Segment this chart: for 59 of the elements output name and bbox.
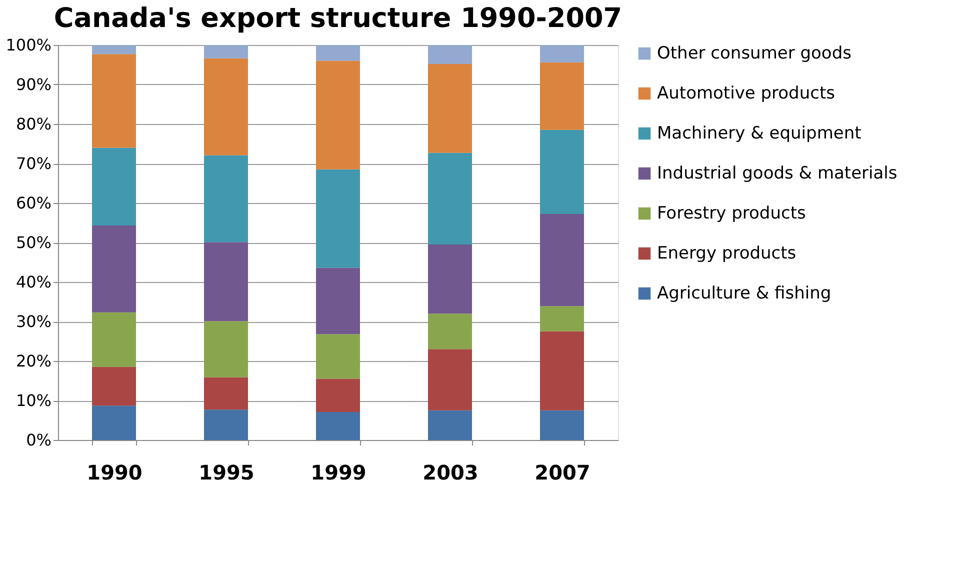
bar	[204, 321, 248, 378]
bar	[540, 62, 584, 130]
bar	[540, 214, 584, 306]
bar	[428, 314, 472, 350]
y-tick-label: 20%	[16, 352, 52, 370]
legend-label: Industrial goods & materials	[657, 164, 898, 184]
bar	[540, 130, 584, 214]
x-tick-label: 1990	[86, 460, 142, 484]
legend-label: Automotive products	[657, 84, 836, 104]
x-tick-label: 2003	[422, 460, 478, 484]
legend-label: Energy products	[657, 244, 796, 264]
bar	[204, 242, 248, 322]
bar	[316, 60, 360, 170]
y-tick-label: 40%	[16, 272, 52, 292]
bar	[92, 45, 136, 54]
bar	[428, 410, 472, 440]
bar	[428, 349, 472, 410]
legend-label: Machinery & equipment	[657, 124, 862, 144]
bar	[204, 410, 248, 440]
y-tick-label: 90%	[16, 75, 52, 94]
bar	[204, 377, 248, 410]
bar	[316, 268, 360, 334]
y-tick-label: 80%	[16, 114, 52, 134]
bar	[428, 45, 472, 64]
bar	[540, 306, 584, 332]
bar	[540, 331, 584, 410]
x-tick-label: 1999	[310, 460, 366, 484]
chart-title: Canada's export structure 1990-2007	[54, 3, 622, 34]
bar	[92, 406, 136, 440]
bar	[204, 45, 248, 58]
bar	[316, 334, 360, 379]
legend-label: Forestry products	[657, 204, 806, 224]
bar	[92, 366, 136, 406]
y-tick-label: 60%	[16, 194, 52, 212]
bar	[204, 58, 248, 156]
y-tick-label: 0%	[26, 430, 52, 450]
bar	[316, 169, 360, 268]
bar	[428, 64, 472, 153]
y-tick-label: 10%	[16, 391, 52, 410]
y-tick-label: 50%	[16, 233, 52, 252]
x-tick-label: 1995	[198, 460, 254, 484]
x-tick-label: 2007	[534, 460, 590, 484]
bar	[92, 54, 136, 148]
bar	[92, 312, 136, 367]
bar	[92, 148, 136, 226]
bar	[204, 155, 248, 242]
legend-label: Other consumer goods	[657, 44, 852, 64]
bar	[428, 152, 472, 244]
bar	[540, 45, 584, 62]
y-tick-label: 100%	[6, 36, 52, 54]
bar	[540, 410, 584, 440]
bar	[316, 378, 360, 412]
bar	[316, 45, 360, 61]
legend-label: Agriculture & fishing	[657, 284, 832, 304]
bar	[316, 412, 360, 440]
y-tick-label: 70%	[16, 154, 52, 173]
bar	[92, 226, 136, 312]
y-tick-label: 30%	[16, 312, 52, 331]
bar	[428, 244, 472, 314]
